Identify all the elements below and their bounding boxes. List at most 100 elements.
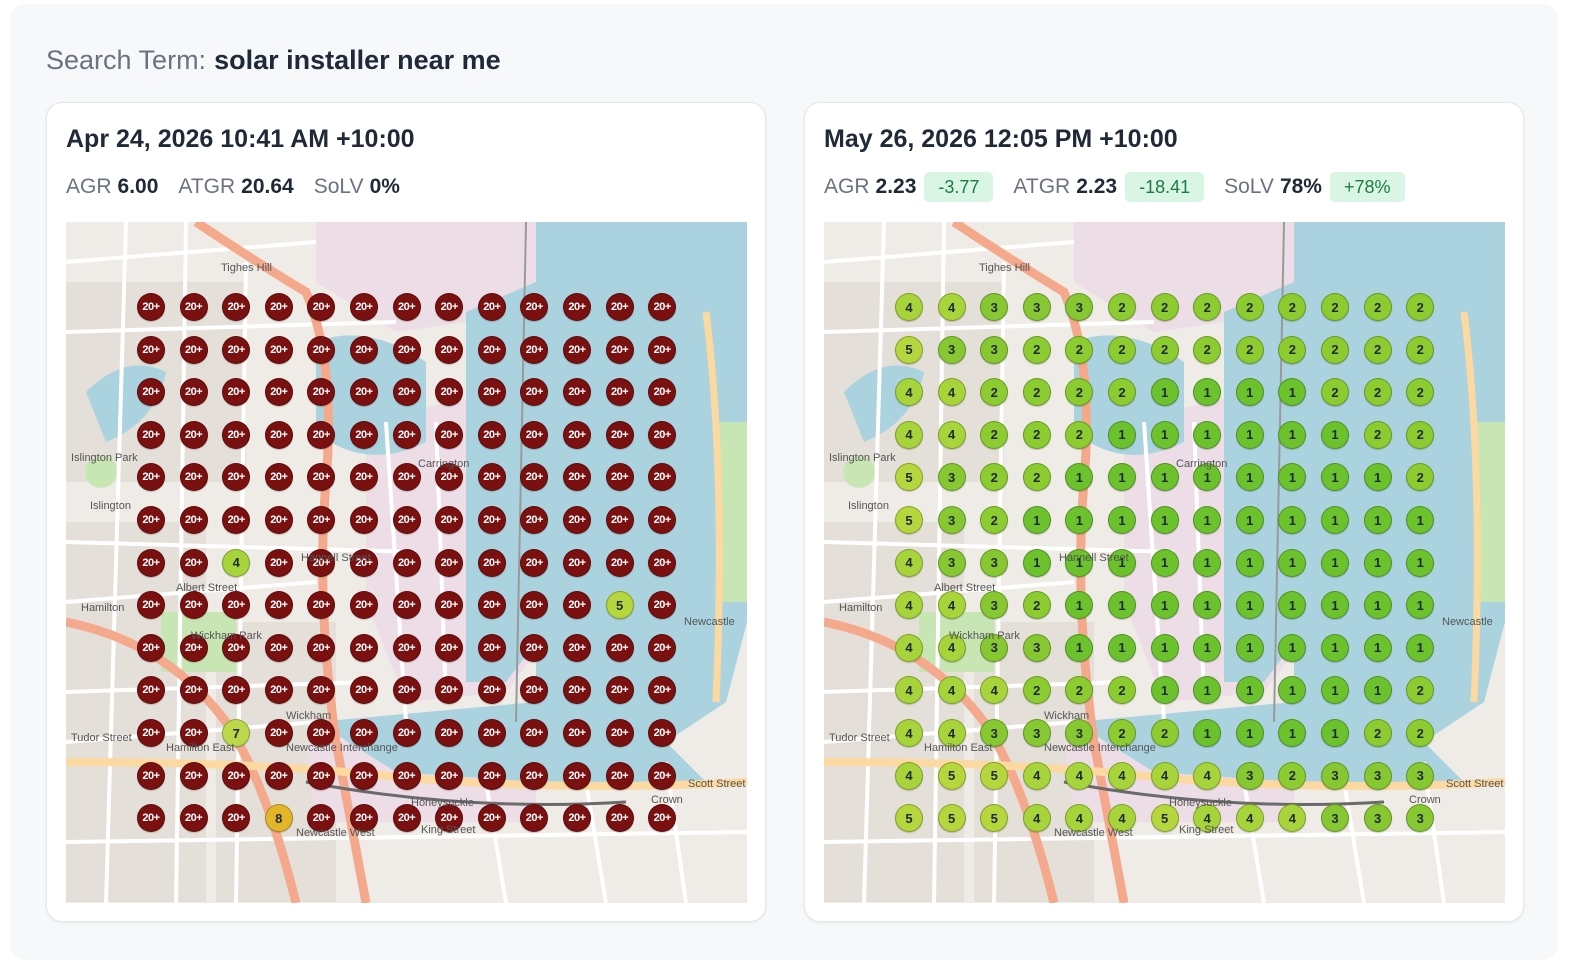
rank-pin[interactable]: 20+ — [520, 633, 549, 662]
rank-pin[interactable]: 3 — [980, 293, 1009, 321]
rank-pin[interactable]: 20+ — [648, 463, 677, 492]
rank-pin[interactable]: 20+ — [563, 761, 591, 790]
rank-pin[interactable]: 20+ — [520, 463, 549, 492]
rank-pin[interactable]: 20+ — [264, 761, 293, 790]
rank-pin[interactable]: 1 — [1278, 676, 1307, 705]
rank-pin[interactable]: 20+ — [137, 463, 165, 492]
rank-pin[interactable]: 1 — [1065, 463, 1094, 492]
rank-pin[interactable]: 20+ — [350, 719, 378, 747]
rank-pin[interactable]: 1 — [1363, 548, 1392, 577]
rank-pin[interactable]: 20+ — [350, 335, 378, 364]
rank-pin[interactable]: 1 — [1278, 420, 1307, 449]
rank-pin[interactable]: 20+ — [648, 548, 677, 577]
rank-pin[interactable]: 2 — [1150, 719, 1179, 747]
rank-pin[interactable]: 20+ — [605, 378, 634, 407]
rank-pin[interactable]: 1 — [1235, 506, 1264, 534]
rank-pin[interactable]: 4 — [937, 591, 966, 620]
rank-pin[interactable]: 2 — [1022, 378, 1051, 407]
rank-pin[interactable]: 20+ — [520, 804, 549, 833]
rank-pin[interactable]: 20+ — [605, 335, 634, 364]
rank-pin[interactable]: 20+ — [392, 378, 421, 407]
rank-pin[interactable]: 20+ — [605, 761, 634, 790]
rank-pin[interactable]: 20+ — [477, 761, 506, 790]
rank-pin[interactable]: 20+ — [520, 506, 549, 534]
rank-pin[interactable]: 2 — [1406, 676, 1435, 705]
rank-pin[interactable]: 2 — [1150, 335, 1179, 364]
rank-pin[interactable]: 1 — [1193, 420, 1222, 449]
rank-pin[interactable]: 20+ — [307, 506, 336, 534]
rank-pin[interactable]: 20+ — [563, 420, 591, 449]
rank-pin[interactable]: 20+ — [605, 719, 634, 747]
rank-pin[interactable]: 1 — [1278, 633, 1307, 662]
rank-pin[interactable]: 20+ — [179, 761, 208, 790]
rank-pin[interactable]: 20+ — [264, 633, 293, 662]
rank-pin[interactable]: 2 — [1406, 335, 1435, 364]
rank-pin[interactable]: 3 — [1363, 804, 1392, 833]
rank-pin[interactable]: 20+ — [392, 506, 421, 534]
rank-pin[interactable]: 1 — [1321, 506, 1349, 534]
rank-pin[interactable]: 1 — [1278, 591, 1307, 620]
rank-pin[interactable]: 20+ — [137, 761, 165, 790]
rank-pin[interactable]: 1 — [1193, 719, 1222, 747]
rank-pin[interactable]: 20+ — [648, 506, 677, 534]
rank-pin[interactable]: 20+ — [477, 719, 506, 747]
rank-pin[interactable]: 2 — [1406, 463, 1435, 492]
rank-pin[interactable]: 1 — [1406, 506, 1435, 534]
rank-pin[interactable]: 3 — [1022, 293, 1051, 321]
rank-pin[interactable]: 20+ — [137, 804, 165, 833]
rank-pin[interactable]: 20+ — [222, 761, 251, 790]
rank-pin[interactable]: 3 — [980, 719, 1009, 747]
rank-pin[interactable]: 20+ — [435, 591, 464, 620]
rank-pin[interactable]: 1 — [1363, 633, 1392, 662]
rank-pin[interactable]: 1 — [1321, 591, 1349, 620]
rank-pin[interactable]: 4 — [895, 761, 923, 790]
rank-pin[interactable]: 20+ — [605, 633, 634, 662]
rank-pin[interactable]: 5 — [895, 506, 923, 534]
rank-pin[interactable]: 2 — [1065, 335, 1094, 364]
rank-pin[interactable]: 1 — [1235, 463, 1264, 492]
rank-pin[interactable]: 20+ — [605, 420, 634, 449]
rank-pin[interactable]: 4 — [1278, 804, 1307, 833]
rank-pin[interactable]: 4 — [1108, 804, 1136, 833]
rank-pin[interactable]: 20+ — [520, 548, 549, 577]
rank-pin[interactable]: 5 — [895, 335, 923, 364]
rank-pin[interactable]: 20+ — [435, 761, 464, 790]
rank-pin[interactable]: 3 — [1235, 761, 1264, 790]
rank-pin[interactable]: 1 — [1150, 548, 1179, 577]
rank-pin[interactable]: 2 — [1065, 676, 1094, 705]
rank-pin[interactable]: 20+ — [137, 591, 165, 620]
rank-pin[interactable]: 4 — [980, 676, 1009, 705]
rank-pin[interactable]: 4 — [937, 293, 966, 321]
rank-pin[interactable]: 3 — [1065, 293, 1094, 321]
rank-pin[interactable]: 20+ — [222, 804, 251, 833]
rank-pin[interactable]: 20+ — [222, 378, 251, 407]
rank-pin[interactable]: 2 — [1363, 420, 1392, 449]
rank-pin[interactable]: 1 — [1065, 548, 1094, 577]
rank-pin[interactable]: 20+ — [563, 335, 591, 364]
rank-pin[interactable]: 2 — [1363, 378, 1392, 407]
rank-pin[interactable]: 2 — [1108, 293, 1136, 321]
rank-pin[interactable]: 20+ — [264, 591, 293, 620]
rank-pin[interactable]: 20+ — [605, 463, 634, 492]
rank-pin[interactable]: 2 — [1108, 335, 1136, 364]
rank-pin[interactable]: 2 — [1022, 676, 1051, 705]
rank-pin[interactable]: 2 — [980, 506, 1009, 534]
rank-pin[interactable]: 4 — [1193, 804, 1222, 833]
rank-pin[interactable]: 2 — [1321, 378, 1349, 407]
rank-pin[interactable]: 20+ — [477, 591, 506, 620]
rank-pin[interactable]: 20+ — [563, 463, 591, 492]
rank-pin[interactable]: 1 — [1235, 420, 1264, 449]
rank-pin[interactable]: 20+ — [477, 506, 506, 534]
rank-pin[interactable]: 20+ — [179, 378, 208, 407]
rank-pin[interactable]: 20+ — [264, 335, 293, 364]
rank-pin[interactable]: 20+ — [563, 804, 591, 833]
rank-pin[interactable]: 20+ — [392, 335, 421, 364]
rank-pin[interactable]: 2 — [980, 463, 1009, 492]
rank-pin[interactable]: 1 — [1065, 591, 1094, 620]
rank-pin[interactable]: 2 — [1235, 335, 1264, 364]
rank-pin[interactable]: 1 — [1406, 633, 1435, 662]
rank-pin[interactable]: 2 — [1108, 378, 1136, 407]
rank-pin[interactable]: 2 — [1278, 293, 1307, 321]
rank-pin[interactable]: 2 — [1065, 378, 1094, 407]
rank-pin[interactable]: 20+ — [222, 506, 251, 534]
